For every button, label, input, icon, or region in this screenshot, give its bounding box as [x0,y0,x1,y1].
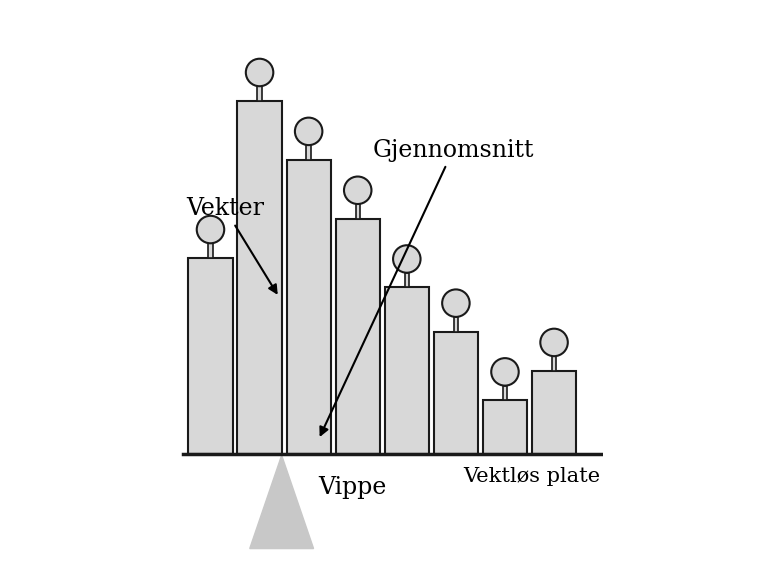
Text: Vekter: Vekter [186,197,277,293]
Circle shape [344,177,371,204]
Bar [503,386,507,400]
Bar [307,145,311,160]
Circle shape [295,117,322,145]
Circle shape [491,358,518,386]
Circle shape [197,216,224,243]
Bar [551,356,556,371]
Circle shape [442,290,469,317]
Bar [483,400,527,454]
Polygon shape [250,455,314,548]
Bar [356,204,360,219]
Bar [336,219,380,454]
Bar [238,101,281,454]
Bar [385,287,429,454]
Bar [532,371,576,454]
Circle shape [393,245,420,272]
Bar [258,86,262,101]
Circle shape [540,329,568,356]
Text: Vektløs plate: Vektløs plate [463,467,601,486]
Bar [189,258,232,454]
Bar [287,160,331,454]
Circle shape [246,59,273,86]
Text: Vippe: Vippe [318,477,387,499]
Text: Gjennomsnitt: Gjennomsnitt [321,139,534,435]
Bar [454,317,458,332]
Bar [405,272,409,287]
Bar [434,332,478,454]
Bar [209,243,212,258]
